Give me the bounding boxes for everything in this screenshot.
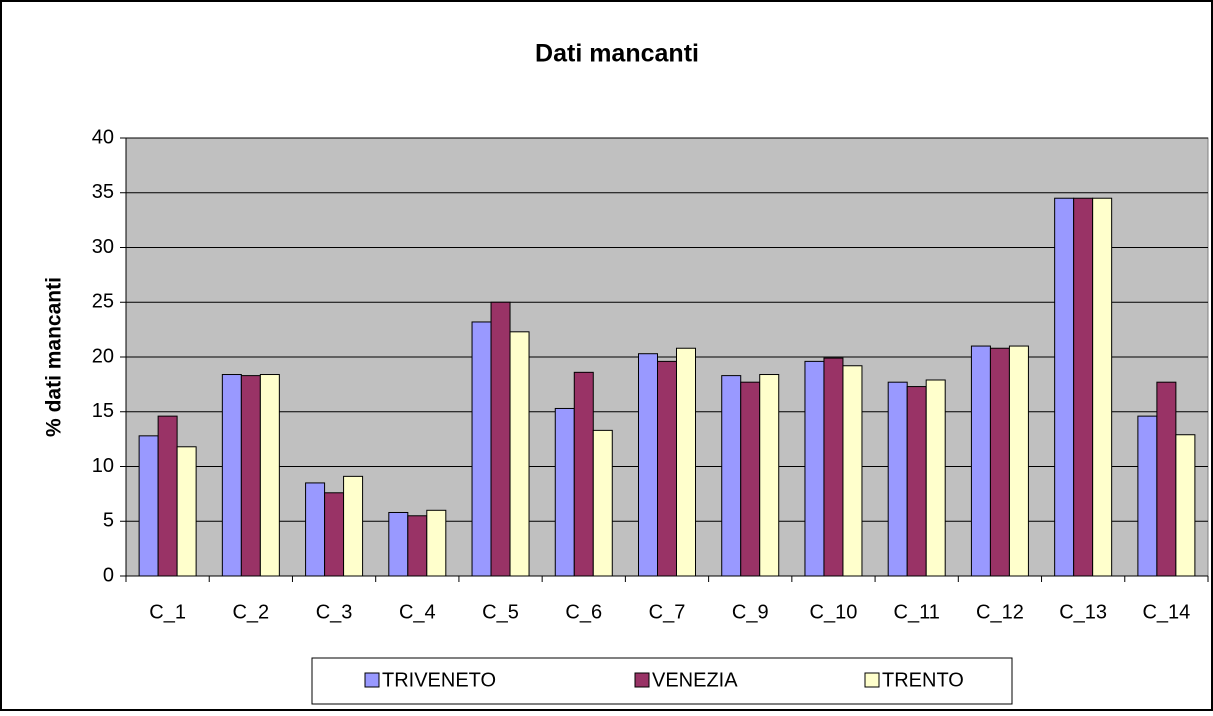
bar xyxy=(740,381,761,577)
bar xyxy=(804,360,825,577)
y-tick-label: 15 xyxy=(92,400,114,422)
bar xyxy=(1092,197,1113,577)
bar xyxy=(1073,197,1094,577)
bar xyxy=(490,301,511,577)
bar xyxy=(823,357,844,577)
x-tick-label: C_6 xyxy=(565,601,602,623)
bar xyxy=(638,353,658,577)
x-tick-label: C_14 xyxy=(1142,601,1190,623)
bar xyxy=(1137,415,1158,577)
x-tick-label: C_9 xyxy=(732,601,769,623)
x-tick-label: C_2 xyxy=(232,601,269,623)
bar xyxy=(721,375,742,577)
bar xyxy=(176,446,197,577)
chart-title: Dati mancanti xyxy=(535,40,699,68)
y-tick-label: 10 xyxy=(92,455,114,477)
bar xyxy=(1054,197,1075,577)
legend-label: TRIVENETO xyxy=(382,669,496,691)
bar xyxy=(471,321,492,577)
legend-swatch xyxy=(364,672,380,688)
bar xyxy=(657,360,677,577)
legend-label: TRENTO xyxy=(882,669,964,691)
y-axis-label: % dati mancanti xyxy=(43,277,66,437)
y-tick-label: 35 xyxy=(92,181,114,203)
y-tick-label: 20 xyxy=(92,345,114,367)
bar xyxy=(842,365,863,577)
legend-label: VENEZIA xyxy=(652,669,738,691)
bar xyxy=(1008,345,1029,577)
x-tick-label: C_10 xyxy=(810,601,858,623)
x-tick-label: C_3 xyxy=(316,601,353,623)
bar xyxy=(343,475,364,577)
bar xyxy=(388,511,409,577)
y-tick-label: 40 xyxy=(92,126,114,148)
x-tick-label: C_11 xyxy=(894,601,940,623)
bar xyxy=(887,381,908,577)
legend-swatch xyxy=(864,672,880,688)
bar xyxy=(138,435,159,577)
bar xyxy=(259,374,280,577)
bar xyxy=(426,509,447,577)
bar xyxy=(1156,381,1177,577)
legend-box xyxy=(311,657,1013,705)
bar xyxy=(1175,434,1196,577)
x-tick-label: C_4 xyxy=(399,601,436,623)
bar xyxy=(592,429,613,577)
bar xyxy=(221,374,242,577)
bar xyxy=(157,415,178,577)
legend-swatch xyxy=(634,672,650,688)
x-tick-label: C_1 xyxy=(149,601,186,623)
x-tick-label: C_13 xyxy=(1059,601,1107,623)
y-tick-label: 30 xyxy=(92,236,114,258)
bar xyxy=(759,374,780,577)
bar xyxy=(554,407,575,577)
bar xyxy=(906,386,927,577)
bar xyxy=(925,379,946,577)
bar xyxy=(407,515,428,577)
bar xyxy=(305,482,326,577)
bar xyxy=(509,331,530,577)
x-tick-label: C_12 xyxy=(976,601,1024,623)
bar xyxy=(989,347,1010,577)
bar xyxy=(324,492,345,577)
y-tick-label: 0 xyxy=(103,564,114,586)
y-tick-label: 25 xyxy=(92,291,114,313)
bar xyxy=(573,371,594,577)
x-tick-label: C_5 xyxy=(482,601,519,623)
y-tick-label: 5 xyxy=(103,510,114,532)
bar xyxy=(240,375,261,577)
bar xyxy=(676,347,696,577)
x-tick-label: C_7 xyxy=(649,601,686,623)
bar xyxy=(970,345,991,577)
